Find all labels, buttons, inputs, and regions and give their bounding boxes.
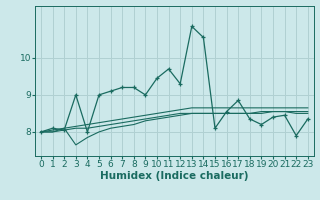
X-axis label: Humidex (Indice chaleur): Humidex (Indice chaleur) xyxy=(100,171,249,181)
